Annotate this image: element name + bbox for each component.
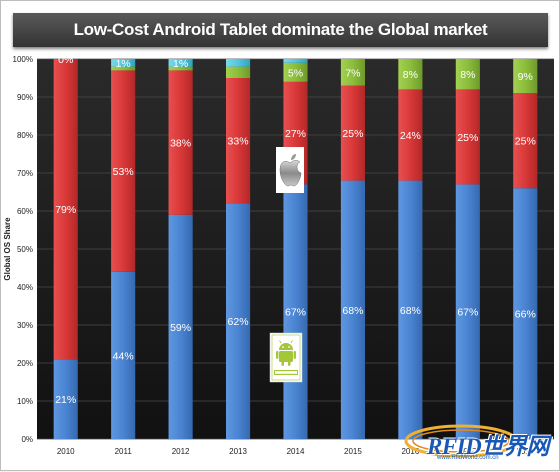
y-axis-label: Global OS Share bbox=[3, 217, 12, 281]
watermark-url: www.RfidWorld.com.cn bbox=[437, 455, 499, 461]
x-tick-label: 2015 bbox=[344, 447, 362, 456]
title-bar: Low-Cost Android Tablet dominate the Glo… bbox=[13, 13, 548, 47]
bar-segment bbox=[111, 271, 136, 439]
bar-segment bbox=[53, 359, 78, 439]
y-tick-label: 100% bbox=[13, 55, 33, 64]
x-tick-label: 2013 bbox=[229, 447, 247, 456]
data-label: 25% bbox=[457, 132, 478, 144]
data-label: 8% bbox=[460, 69, 475, 81]
bar-segment bbox=[455, 59, 480, 90]
bar-segment bbox=[225, 78, 251, 204]
chart-title: Low-Cost Android Tablet dominate the Glo… bbox=[73, 20, 488, 39]
bar-segment bbox=[168, 70, 193, 215]
bar-segment bbox=[340, 59, 366, 86]
bar-segment bbox=[398, 89, 423, 181]
data-label: 25% bbox=[515, 136, 536, 148]
data-label: 9% bbox=[518, 71, 533, 83]
y-tick-label: 0% bbox=[21, 435, 33, 444]
bar-segment bbox=[398, 180, 423, 439]
y-tick-label: 10% bbox=[17, 397, 33, 406]
data-label: 68% bbox=[342, 305, 363, 317]
bar-segment bbox=[53, 59, 78, 360]
data-label: 53% bbox=[113, 166, 134, 178]
data-label: 68% bbox=[400, 305, 421, 317]
bar-segment bbox=[340, 85, 366, 181]
data-label: 1% bbox=[116, 58, 131, 70]
data-label: 1% bbox=[173, 58, 188, 70]
x-tick-label: 2011 bbox=[115, 447, 133, 456]
data-label: 7% bbox=[345, 67, 360, 79]
x-tick-label: 2016 bbox=[401, 447, 419, 456]
apple-logo bbox=[276, 147, 304, 193]
bar-segment bbox=[111, 70, 136, 272]
data-label: 8% bbox=[403, 69, 418, 81]
y-tick-label: 40% bbox=[17, 283, 33, 292]
x-tick-label: 2014 bbox=[287, 447, 305, 456]
data-label: 5% bbox=[288, 67, 303, 79]
watermark-swoosh bbox=[404, 424, 518, 458]
bar-segment bbox=[168, 59, 193, 67]
plot-area: 0% 10% 20% 30% 40% 50% 60% 70% 80% 90% 100% 21% 79%… bbox=[1, 49, 560, 472]
data-label: 24% bbox=[400, 130, 421, 142]
watermark: RFID世界网 www.RfidWorld.com.cn bbox=[403, 419, 551, 467]
bar-segment bbox=[168, 214, 193, 439]
x-tick-label: 2018 bbox=[516, 447, 534, 456]
bar-segment bbox=[513, 188, 538, 439]
bar-segment bbox=[455, 89, 480, 185]
data-label: 33% bbox=[228, 136, 249, 148]
data-label: 27% bbox=[285, 128, 306, 140]
data-label: 79% bbox=[55, 204, 76, 216]
data-label: 66% bbox=[515, 309, 536, 321]
bar-segment bbox=[513, 59, 538, 94]
x-tick-label: 2010 bbox=[57, 447, 75, 456]
bar-segment bbox=[225, 203, 251, 439]
watermark-text: RFID世界网 bbox=[427, 434, 549, 459]
x-tick-label: 2012 bbox=[172, 447, 190, 456]
bar-segment bbox=[111, 59, 136, 67]
y-tick-label: 80% bbox=[17, 131, 33, 140]
y-tick-label: 60% bbox=[17, 207, 33, 216]
y-tick-label: 90% bbox=[17, 93, 33, 102]
bar-segment bbox=[513, 93, 538, 189]
bar-segment bbox=[398, 59, 423, 90]
chart-svg: 0% 10% 20% 30% 40% 50% 60% 70% 80% 90% 100% 21% 79%… bbox=[3, 54, 554, 456]
bar-segment bbox=[340, 180, 366, 439]
y-tick-label: 50% bbox=[17, 245, 33, 254]
y-tick-label: 70% bbox=[17, 169, 33, 178]
android-logo bbox=[269, 332, 303, 383]
data-label: 38% bbox=[170, 138, 191, 150]
bar-segment bbox=[111, 66, 136, 71]
data-label: 67% bbox=[457, 307, 478, 319]
bar-segment bbox=[455, 184, 480, 439]
bar-segment bbox=[168, 66, 193, 71]
bar-segment bbox=[225, 66, 251, 78]
y-tick-label: 20% bbox=[17, 359, 33, 368]
y-tick-label: 30% bbox=[17, 321, 33, 330]
data-label: 21% bbox=[55, 394, 76, 406]
data-label: 67% bbox=[285, 307, 306, 319]
data-label: 59% bbox=[170, 322, 191, 334]
bar-segment bbox=[283, 59, 308, 63]
data-label: 25% bbox=[342, 128, 363, 140]
data-label: 0% bbox=[58, 54, 73, 66]
bar-segment bbox=[283, 184, 308, 439]
data-label: 62% bbox=[228, 316, 249, 328]
bar-segment bbox=[225, 59, 251, 67]
bar-segment bbox=[283, 62, 308, 82]
data-label: 44% bbox=[113, 350, 134, 362]
